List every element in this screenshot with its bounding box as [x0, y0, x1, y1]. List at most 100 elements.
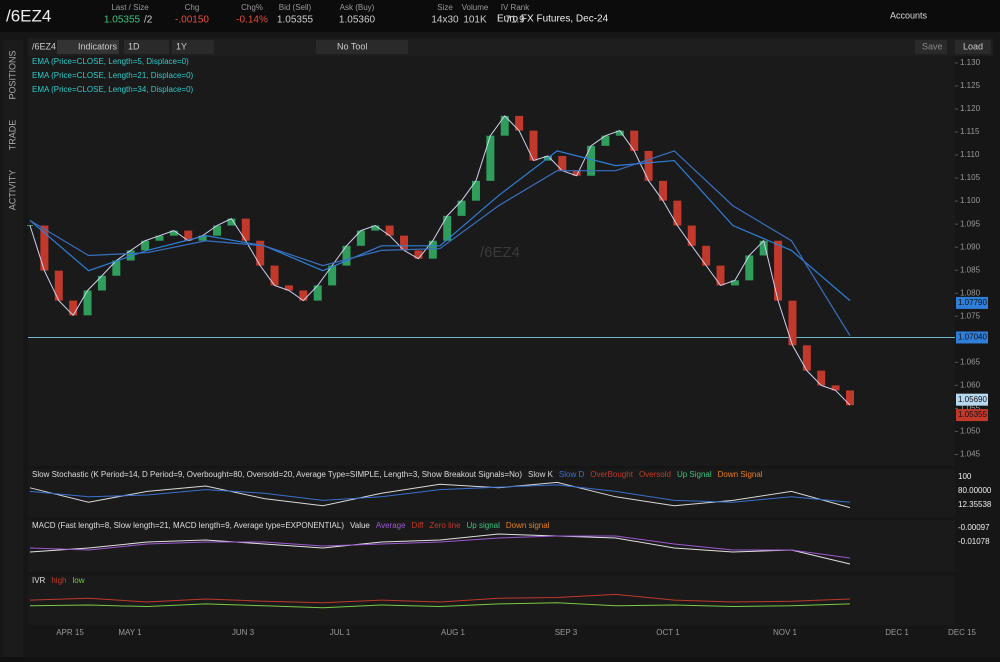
right-label: 12.35538	[958, 500, 992, 509]
y-tick-label: 1.050	[960, 427, 981, 436]
y-tick-label: 1.120	[960, 104, 981, 113]
y-tick-label: 1.045	[960, 450, 981, 459]
candle	[500, 115, 509, 136]
field-label: Bid (Sell)	[279, 3, 312, 12]
study-line	[29, 602, 851, 609]
candle	[788, 300, 797, 346]
candle	[40, 225, 49, 271]
y-tick-label: 1.090	[960, 242, 981, 251]
candle	[846, 390, 854, 406]
candle	[658, 180, 667, 201]
side-tab[interactable]: ACTIVITY	[7, 170, 17, 211]
candle	[97, 275, 106, 291]
tool[interactable]: No Tool	[337, 41, 367, 51]
candle	[414, 250, 423, 259]
candle	[817, 370, 826, 386]
candle	[342, 245, 351, 266]
candle	[443, 215, 452, 241]
side-tab[interactable]: POSITIONS	[7, 50, 17, 99]
save-btn[interactable]	[915, 40, 947, 54]
legend-entry: Zero line	[429, 521, 461, 530]
field-label: Ask (Buy)	[340, 3, 375, 12]
field-label: Size	[437, 3, 453, 12]
y-tick-label: 1.115	[960, 127, 980, 136]
candle	[227, 218, 236, 226]
x-tick-label: OCT 1	[656, 628, 680, 637]
field-value: -0.14%	[236, 15, 268, 26]
study-legend: MACD (Fast length=8, Slow length=21, MAC…	[32, 521, 344, 530]
field-value: 1.05355	[104, 15, 141, 26]
study-label: EMA (Price=CLOSE, Length=21, Displace=0)	[32, 71, 194, 80]
indicators[interactable]: Indicators	[78, 41, 118, 51]
legend-entry: Up Signal	[677, 470, 712, 479]
y-tick-label: 1.095	[960, 219, 981, 228]
candle	[385, 225, 394, 236]
y-tick-label: 1.110	[960, 150, 980, 159]
study-line	[29, 535, 851, 559]
candle	[256, 240, 265, 266]
legend-entry: low	[72, 576, 84, 585]
field-value: 1.05360	[339, 15, 376, 26]
y-tick-label: 1.125	[960, 81, 981, 90]
field-extra: /2	[144, 15, 153, 26]
candle	[774, 240, 783, 301]
candle	[69, 300, 78, 316]
candle	[270, 265, 279, 286]
candle	[615, 130, 624, 136]
candle	[356, 230, 365, 246]
toolbar-symbol[interactable]: /6EZ4	[32, 41, 56, 51]
candle	[759, 240, 768, 256]
tool-select[interactable]	[316, 40, 408, 54]
field-value: 101K	[463, 15, 487, 26]
save[interactable]: Save	[922, 41, 943, 51]
candle	[644, 150, 653, 181]
side-bar	[3, 40, 23, 657]
legend-entry: high	[51, 576, 66, 585]
study-label: EMA (Price=CLOSE, Length=5, Displace=0)	[32, 57, 189, 66]
study-line	[29, 481, 851, 509]
candle	[328, 265, 337, 286]
x-tick-label: MAY 1	[118, 628, 142, 637]
load-btn[interactable]	[955, 40, 991, 54]
candle	[83, 290, 92, 316]
period-select[interactable]	[124, 40, 169, 54]
candle	[515, 115, 524, 131]
price-pane	[28, 56, 955, 466]
candle	[313, 285, 322, 301]
header-bar	[0, 0, 1000, 32]
accounts[interactable]: Accounts	[890, 10, 928, 20]
field-label: Last / Size	[111, 3, 149, 12]
candle	[299, 290, 308, 301]
right-label: -0.00097	[958, 523, 990, 532]
candle	[730, 280, 739, 286]
range-select[interactable]	[172, 40, 214, 54]
x-tick-label: JUN 3	[232, 628, 255, 637]
field-value: 1.05355	[277, 15, 314, 26]
candle	[529, 130, 538, 161]
y-tick-label: 1.105	[960, 173, 981, 182]
price-tag	[956, 393, 988, 406]
candle	[371, 225, 380, 231]
price-tag-label: 1.05690	[958, 395, 987, 404]
candle	[457, 200, 466, 216]
range[interactable]: 1Y	[176, 41, 187, 51]
candle	[601, 135, 610, 146]
candle	[687, 225, 696, 246]
legend-entry: OverBought	[590, 470, 633, 479]
x-tick-label: AUG 1	[441, 628, 466, 637]
legend-entry: Slow K	[528, 470, 554, 479]
period[interactable]: 1D	[128, 41, 140, 51]
load[interactable]: Load	[963, 41, 983, 51]
field-value: 71.9	[505, 15, 525, 26]
field-label: Chg	[185, 3, 200, 12]
price-tag-label: 1.07040	[958, 333, 987, 342]
stoch-pane	[28, 469, 955, 517]
y-tick-label: 1.080	[960, 288, 981, 297]
side-tab[interactable]: TRADE	[7, 120, 17, 151]
legend-entry: Down Signal	[718, 470, 763, 479]
indicators-btn[interactable]	[57, 40, 119, 54]
ema-line	[29, 150, 851, 336]
study-legend: Slow Stochastic (K Period=14, D Period=9…	[32, 470, 522, 479]
symbol: /6EZ4	[6, 6, 51, 25]
legend-entry: Diff	[412, 521, 425, 530]
